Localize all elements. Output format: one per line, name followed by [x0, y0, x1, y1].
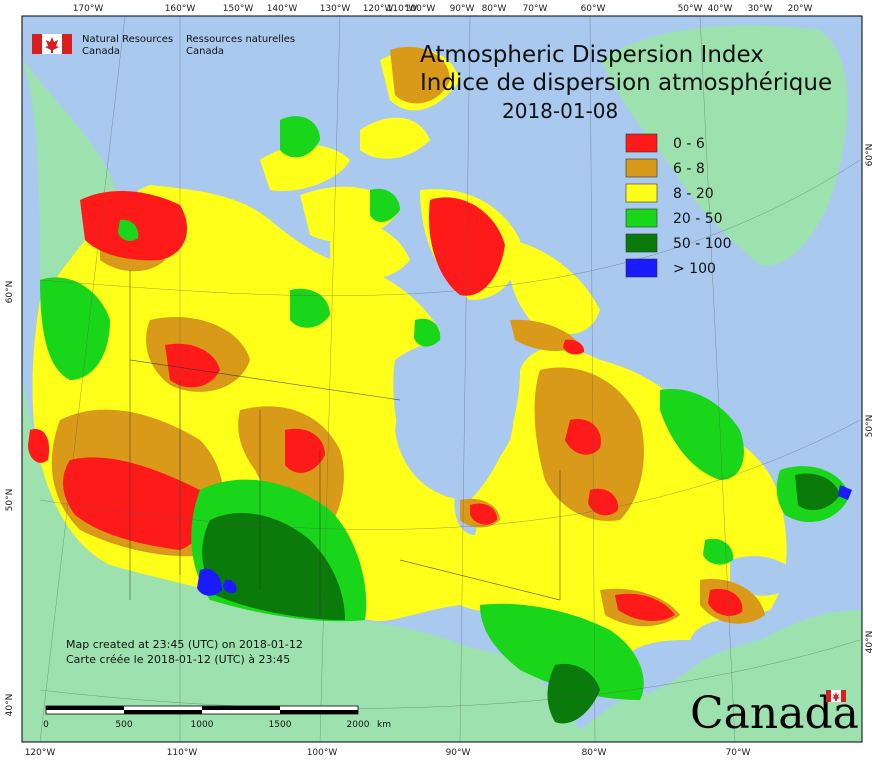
bottom-tick-labels: 120°W 110°W 100°W 90°W 80°W 70°W [25, 748, 751, 758]
longitude-tick-label: 40°W [708, 4, 733, 14]
zone-over-100 [197, 568, 237, 596]
right-tick-labels: 60°N 50°N 40°N [865, 144, 875, 654]
longitude-tick-label: 80°W [482, 4, 507, 14]
longitude-tick-label: 150°W [223, 4, 254, 14]
nrcan-logo [32, 34, 72, 54]
left-tick-labels: 60°N 50°N 40°N [5, 281, 15, 717]
credit-en: Map created at 23:45 (UTC) on 2018-01-12 [66, 638, 303, 651]
longitude-tick-label: 160°W [165, 4, 196, 14]
map-date: 2018-01-08 [502, 99, 618, 123]
legend-swatch [625, 258, 658, 278]
longitude-tick-label: 70°W [726, 748, 751, 758]
map-frame [21, 15, 863, 743]
legend-swatch [625, 158, 658, 178]
latitude-tick-label: 40°N [865, 631, 875, 654]
longitude-tick-label: 90°W [450, 4, 475, 14]
greenland-landmass [600, 25, 848, 266]
longitude-tick-label: 170°W [73, 4, 104, 14]
map-title-en: Atmospheric Dispersion Index [420, 42, 764, 68]
graticule [39, 16, 861, 742]
legend-swatch [625, 133, 658, 153]
hudson-bay [393, 340, 515, 495]
scale-bar [45, 705, 359, 715]
legend-label: 0 - 6 [673, 136, 705, 152]
latitude-tick-label: 60°N [5, 281, 15, 304]
arctic-island [230, 236, 320, 281]
newfoundland-peak [838, 485, 852, 500]
legend-label: 50 - 100 [673, 236, 732, 252]
credit-fr: Carte créée le 2018-01-12 (UTC) à 23:45 [66, 653, 290, 666]
wordmark-flag [826, 690, 846, 702]
longitude-tick-label: 110°W [387, 4, 418, 14]
legend-label: 20 - 50 [673, 211, 723, 227]
latitude-tick-label: 50°N [865, 415, 875, 438]
agency-name-fr: Canada [186, 46, 224, 57]
scale-tick-label: 500 [115, 720, 132, 730]
scale-unit: km [377, 720, 391, 730]
map-title-fr: Indice de dispersion atmosphérique [420, 70, 832, 96]
legend-swatch [625, 233, 658, 253]
gulf-st-lawrence [730, 556, 800, 596]
longitude-tick-label: 120°W [363, 4, 394, 14]
agency-name-en: Natural Resources [82, 34, 173, 45]
arctic-island [260, 145, 350, 191]
longitude-tick-label: 100°W [307, 748, 338, 758]
scale-tick-label: 2000 [347, 720, 370, 730]
top-tick-labels: 170°W 160°W 150°W 140°W 130°W 120°W110°W100°W… [73, 4, 813, 14]
longitude-tick-label: 30°W [748, 4, 773, 14]
legend-label: > 100 [673, 261, 716, 277]
longitude-tick-label: 90°W [446, 748, 471, 758]
arctic-island [330, 219, 410, 279]
longitude-tick-label: 130°W [320, 4, 351, 14]
legend: 0 - 6 6 - 8 8 - 20 20 - 50 50 - 100 > 100 [625, 133, 732, 278]
latitude-tick-label: 40°N [5, 694, 15, 717]
legend-swatch [625, 183, 658, 203]
legend-swatch [625, 208, 658, 228]
arctic-island [508, 240, 600, 334]
longitude-tick-label: 50°W [678, 4, 703, 14]
scale-labels: 0 500 1000 1500 2000 km [43, 720, 391, 730]
scale-tick-label: 1500 [269, 720, 292, 730]
latitude-tick-label: 60°N [865, 144, 875, 167]
agency-name-en: Canada [82, 46, 120, 57]
legend-label: 8 - 20 [673, 186, 714, 202]
longitude-tick-label: 120°W [25, 748, 56, 758]
agency-name-fr: Ressources naturelles [186, 34, 295, 45]
longitude-tick-label: 110°W [167, 748, 198, 758]
scale-tick-label: 1000 [191, 720, 214, 730]
usa-landmass [22, 380, 862, 742]
newfoundland-high [795, 473, 840, 511]
longitude-tick-label: 60°W [581, 4, 606, 14]
longitude-tick-label: 20°W [788, 4, 813, 14]
longitude-tick-label: 70°W [523, 4, 548, 14]
zone-50-100 [202, 512, 600, 724]
latitude-tick-label: 50°N [5, 489, 15, 512]
longitude-tick-label: 140°W [267, 4, 298, 14]
longitude-tick-label: 80°W [582, 748, 607, 758]
scale-tick-label: 0 [43, 720, 49, 730]
legend-label: 6 - 8 [673, 161, 705, 177]
longitude-tick-label: 100°W [405, 4, 436, 14]
arctic-island [360, 117, 430, 159]
